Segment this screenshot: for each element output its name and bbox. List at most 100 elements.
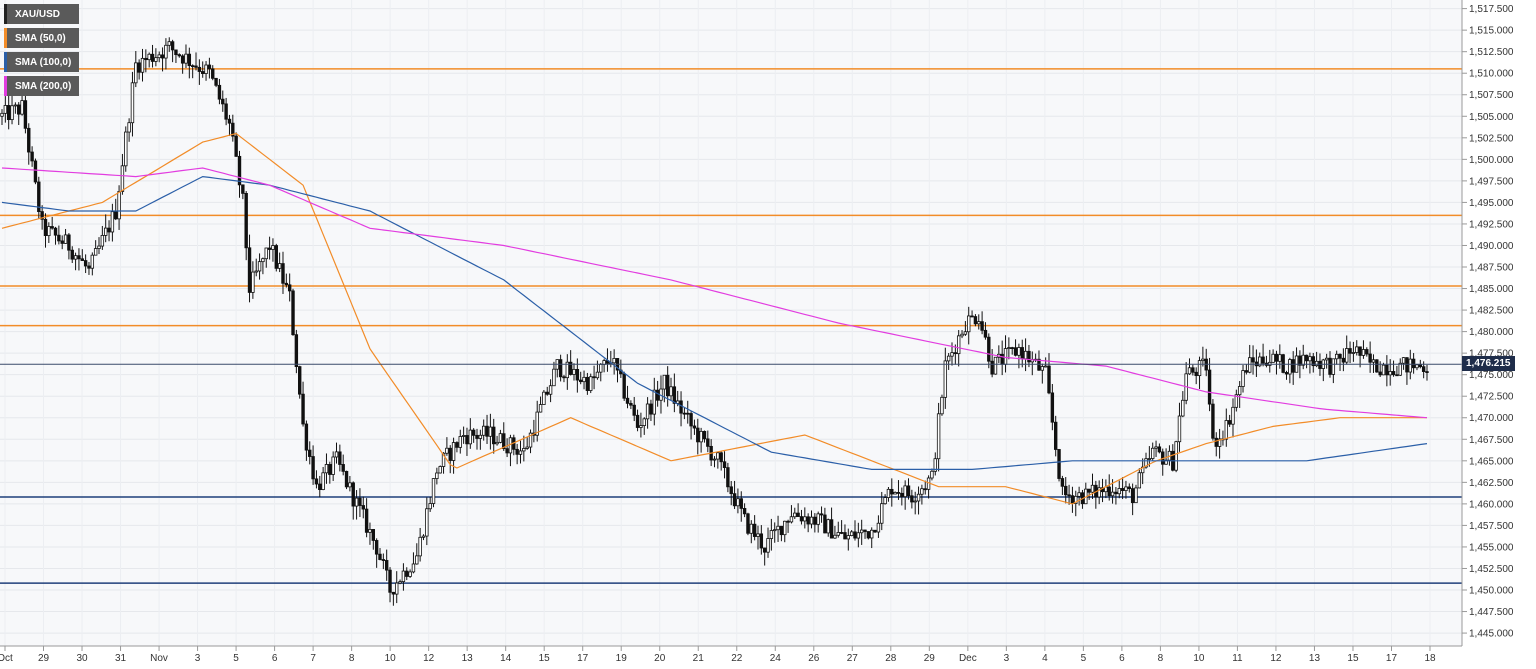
legend-label-sma100: SMA (100,0) — [15, 56, 72, 68]
candle-body-231 — [773, 529, 777, 532]
candle-body-162 — [542, 391, 546, 405]
candle-body-220 — [736, 498, 740, 507]
candle-body-174 — [582, 376, 586, 383]
candle-body-307 — [1027, 350, 1031, 363]
candle-body-388 — [1298, 355, 1302, 366]
y-tick-label-13: 1,477.500 — [1469, 349, 1514, 360]
candle-body-343 — [1147, 458, 1152, 460]
candle-body-155 — [518, 450, 523, 455]
sma-100-line — [1, 175, 1428, 470]
candle-body-141 — [471, 429, 476, 436]
candle-body-111 — [371, 529, 376, 541]
candle-body-85 — [284, 282, 289, 286]
candle-body-325 — [1087, 488, 1091, 493]
candle-body-383 — [1281, 354, 1285, 373]
candle-body-214 — [716, 452, 720, 460]
candle-body-32 — [107, 227, 111, 233]
candle-body-21 — [70, 249, 74, 260]
candle-body-53 — [177, 54, 181, 57]
candle-body-279 — [933, 458, 937, 472]
x-tick-label-27: 4 — [1042, 653, 1048, 664]
candle-body-120 — [401, 570, 406, 582]
candle-body-156 — [522, 448, 526, 452]
candle-body-186 — [622, 373, 626, 399]
legend-swatch-sma100 — [4, 52, 7, 72]
candle-body-80 — [267, 247, 272, 250]
legend-item-xauusd[interactable]: XAU/USD — [4, 4, 80, 24]
candle-body-117 — [391, 591, 396, 595]
x-tick-label-15: 17 — [577, 653, 589, 664]
candle-body-322 — [1077, 492, 1081, 497]
candle-body-114 — [381, 559, 386, 561]
candle-body-270 — [903, 485, 907, 498]
candle-body-14 — [47, 226, 51, 237]
candle-body-5 — [17, 104, 21, 115]
candle-body-208 — [696, 427, 700, 443]
candle-body-176 — [589, 376, 593, 391]
candle-body-91 — [304, 423, 309, 451]
candle-body-95 — [318, 483, 322, 490]
candle-body-366 — [1224, 420, 1228, 440]
candle-body-146 — [488, 426, 493, 437]
candle-body-219 — [732, 493, 737, 507]
candle-body-126 — [421, 535, 426, 538]
candle-body-103 — [344, 470, 349, 488]
candle-body-414 — [1385, 364, 1389, 376]
candle-body-191 — [639, 425, 643, 428]
x-tick-label-10: 10 — [385, 653, 397, 664]
x-tick-label-19: 22 — [731, 653, 743, 664]
candle-body-218 — [729, 486, 733, 495]
legend-item-sma50[interactable]: SMA (50,0) — [4, 28, 80, 48]
candle-body-233 — [779, 525, 784, 536]
candle-body-26 — [87, 265, 91, 269]
candle-body-245 — [819, 513, 824, 516]
y-tick-label-17: 1,487.500 — [1469, 263, 1514, 274]
candle-body-69 — [231, 122, 235, 137]
y-tick-label-4: 1,455.000 — [1469, 542, 1514, 553]
candle-body-75 — [251, 271, 255, 293]
candle-body-147 — [492, 426, 496, 445]
legend-swatch-xauusd — [4, 4, 7, 24]
candle-body-62 — [207, 64, 212, 70]
candle-body-243 — [813, 516, 817, 525]
candle-body-4 — [13, 104, 18, 107]
legend-item-sma100[interactable]: SMA (100,0) — [4, 52, 80, 72]
candle-body-51 — [170, 41, 175, 51]
candle-body-282 — [943, 360, 948, 398]
candle-body-2 — [6, 105, 11, 121]
y-tick-label-0: 1,445.000 — [1469, 629, 1514, 640]
legend-item-sma200[interactable]: SMA (200,0) — [4, 76, 80, 96]
candle-body-241 — [806, 516, 810, 525]
candle-body-46 — [154, 57, 158, 62]
y-tick-label-7: 1,462.500 — [1469, 478, 1514, 489]
y-tick-label-6: 1,460.000 — [1469, 499, 1514, 510]
candle-body-269 — [900, 492, 904, 498]
x-tick-label-4: Nov — [150, 653, 168, 664]
candle-body-368 — [1231, 406, 1235, 425]
candle-body-94 — [314, 478, 319, 485]
candle-body-136 — [455, 442, 459, 448]
candle-body-41 — [137, 62, 141, 73]
candle-body-86 — [287, 284, 292, 292]
candle-body-310 — [1037, 358, 1041, 371]
candle-body-276 — [923, 488, 927, 491]
candle-body-55 — [184, 53, 188, 64]
candle-body-78 — [261, 258, 265, 263]
candle-body-81 — [271, 245, 275, 250]
candle-body-246 — [823, 514, 827, 534]
candle-body-315 — [1053, 421, 1058, 450]
candle-body-223 — [746, 513, 750, 534]
x-tick-label-24: 29 — [924, 653, 936, 664]
candle-body-399 — [1334, 353, 1339, 360]
candle-body-284 — [950, 352, 954, 357]
candle-body-22 — [73, 255, 78, 260]
candle-body-259 — [866, 531, 871, 539]
sma-200-line — [1, 167, 1428, 419]
candle-body-328 — [1097, 487, 1101, 498]
candle-body-113 — [378, 553, 382, 560]
x-tick-label-29: 6 — [1119, 653, 1125, 664]
candle-body-60 — [201, 71, 205, 74]
candle-body-82 — [274, 245, 278, 269]
candle-body-192 — [642, 418, 646, 426]
